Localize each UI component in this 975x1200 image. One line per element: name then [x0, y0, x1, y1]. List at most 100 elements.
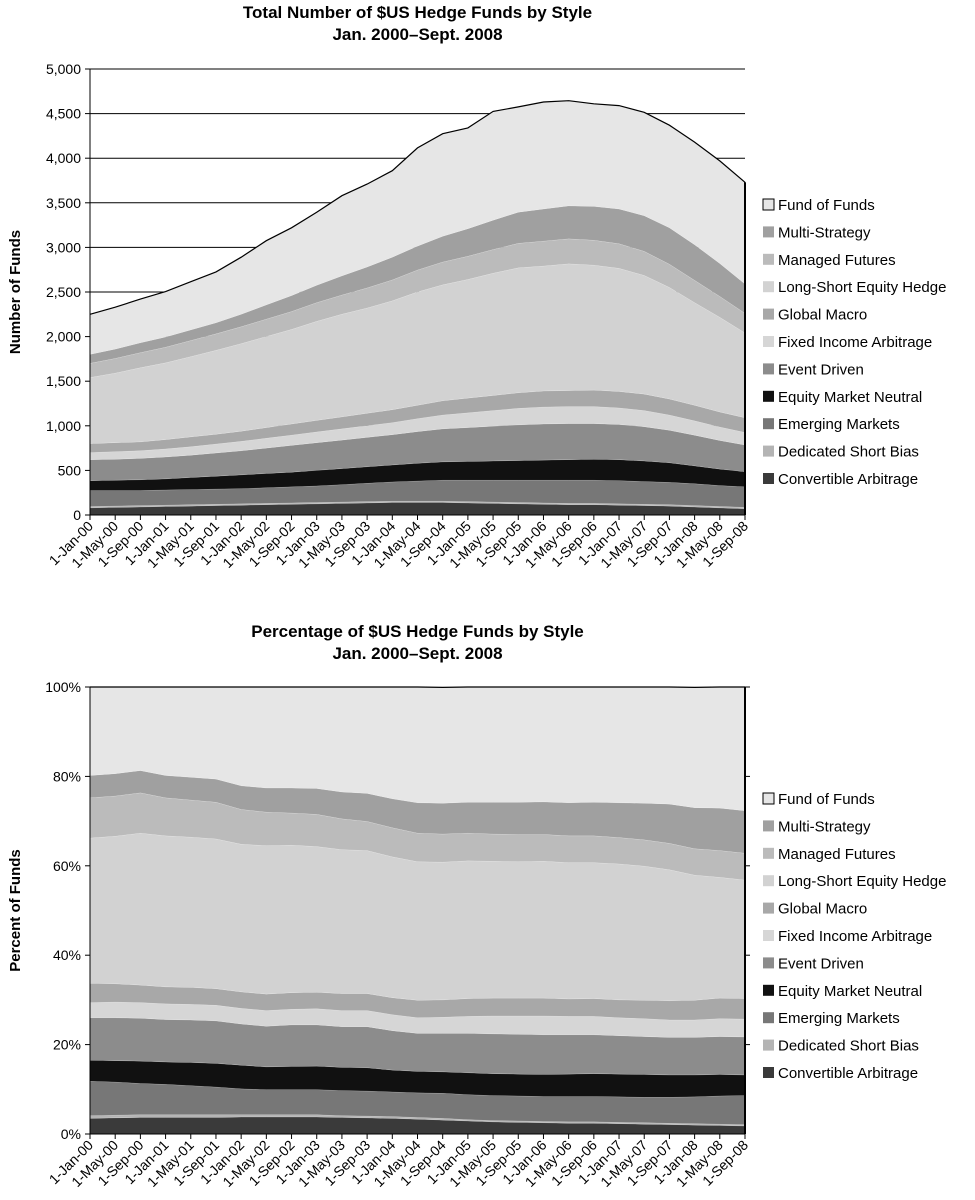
area-fixed-income-arbitrage [90, 406, 745, 460]
area-fund-of-funds [90, 687, 745, 811]
band-separator [89, 770, 746, 811]
legend-label: Equity Market Neutral [778, 389, 922, 406]
area-fixed-income-arbitrage [90, 1002, 745, 1038]
chart-subtitle: Jan. 2000–Sept. 2008 [332, 644, 502, 663]
area-emerging-markets [90, 1081, 745, 1125]
area-long-short-equity-hedge [90, 833, 745, 1001]
legend-label: Dedicated Short Bias [778, 444, 919, 461]
area-long-short-equity-hedge [90, 263, 745, 444]
legend-swatch [763, 445, 774, 457]
legend-swatch [763, 847, 774, 859]
y-tick-label: 2,500 [46, 284, 81, 300]
band-separator [89, 423, 746, 460]
legend-swatch [763, 281, 774, 293]
y-tick-label: 1,000 [46, 418, 81, 434]
band-separator [89, 1060, 746, 1076]
chart-title: Percentage of $US Hedge Funds by Style [251, 622, 584, 641]
y-tick-label: 1,500 [46, 373, 81, 389]
legend-label: Event Driven [778, 361, 864, 378]
band-separator [90, 1017, 746, 1038]
legend-swatch [762, 198, 775, 211]
band-separator [89, 205, 746, 355]
y-tick-label: 3,000 [46, 239, 81, 255]
legend-label: Long-Short Equity Hedge [778, 873, 946, 890]
area-convertible-arbitrage [90, 502, 745, 515]
percent-funds-chart: Percentage of $US Hedge Funds by Style Ja… [7, 622, 946, 1190]
band-separator [89, 389, 746, 444]
legend-swatch [763, 957, 774, 969]
legend-swatch [763, 253, 774, 265]
legend-label: Managed Futures [778, 252, 896, 269]
percent-funds-chart-panel: Percentage of $US Hedge Funds by Style Ja… [0, 600, 975, 1200]
y-tick-label: 500 [58, 462, 82, 478]
area-managed-futures [90, 238, 745, 378]
legend-label: Emerging Markets [778, 1010, 900, 1027]
legend-label: Convertible Arbitrage [778, 1065, 918, 1082]
legend-swatch [763, 390, 774, 402]
area-equity-market-neutral [90, 459, 745, 491]
legend-label: Fixed Income Arbitrage [778, 334, 932, 351]
legend-swatch [763, 902, 774, 914]
area-emerging-markets [90, 480, 745, 508]
legend-swatch [763, 336, 774, 347]
legend-swatch [763, 1067, 774, 1078]
legend-label: Equity Market Neutral [778, 983, 922, 1000]
band-separator [89, 406, 746, 453]
y-tick-label: 100% [45, 679, 81, 695]
area-convertible-arbitrage [90, 1117, 745, 1134]
legend-label: Multi-Strategy [778, 818, 871, 835]
y-tick-label: 4,500 [46, 106, 81, 122]
y-tick-label: 20% [53, 1037, 81, 1053]
band-separator [89, 263, 746, 378]
y-tick-label: 5,000 [46, 61, 81, 77]
y-tick-label: 60% [53, 858, 81, 874]
legend-swatch [762, 792, 775, 805]
legend-swatch [763, 308, 774, 320]
legend-swatch [763, 363, 774, 375]
band-separator [89, 983, 746, 1002]
band-separator [90, 480, 746, 491]
legend-label: Global Macro [778, 901, 867, 918]
legend-label: Fund of Funds [778, 197, 875, 214]
band-separator [89, 238, 746, 364]
legend-label: Global Macro [778, 307, 867, 324]
legend-swatch [763, 820, 774, 832]
legend-swatch [763, 1039, 774, 1051]
legend-swatch [763, 984, 774, 996]
legend-swatch [763, 875, 774, 887]
area-multi-strategy [90, 770, 745, 854]
area-multi-strategy [90, 205, 745, 364]
area-event-driven [90, 423, 745, 481]
legend-label: Convertible Arbitrage [778, 471, 918, 488]
legend-swatch [763, 1012, 774, 1024]
band-separator [89, 502, 746, 509]
legend-swatch [763, 418, 774, 430]
chart-subtitle: Jan. 2000–Sept. 2008 [332, 25, 502, 44]
y-tick-label: 0% [61, 1126, 81, 1142]
band-separator [89, 832, 746, 881]
area-managed-futures [90, 792, 745, 881]
legend-label: Fund of Funds [778, 791, 875, 808]
y-tick-label: 40% [53, 947, 81, 963]
y-axis-label: Percent of Funds [7, 849, 24, 972]
legend-label: Long-Short Equity Hedge [778, 279, 946, 296]
band-separator [89, 1001, 746, 1021]
y-tick-label: 2,000 [46, 329, 81, 345]
area-event-driven [90, 1017, 745, 1075]
legend-swatch [763, 226, 774, 238]
band-separator [89, 1116, 746, 1127]
legend-label: Event Driven [778, 955, 864, 972]
total-outline [89, 100, 746, 315]
area-global-macro [90, 390, 745, 453]
band-separator [89, 459, 746, 481]
area-equity-market-neutral [90, 1060, 745, 1098]
area-fund-of-funds [90, 100, 745, 355]
legend-label: Multi-Strategy [778, 224, 871, 241]
chart-title: Total Number of $US Hedge Funds by Style [243, 3, 592, 22]
band-separator [89, 1081, 746, 1098]
band-separator [89, 792, 746, 854]
legend-swatch [763, 930, 774, 941]
band-separator [89, 1114, 746, 1125]
band-separator [89, 501, 746, 508]
legend-label: Managed Futures [778, 846, 896, 863]
